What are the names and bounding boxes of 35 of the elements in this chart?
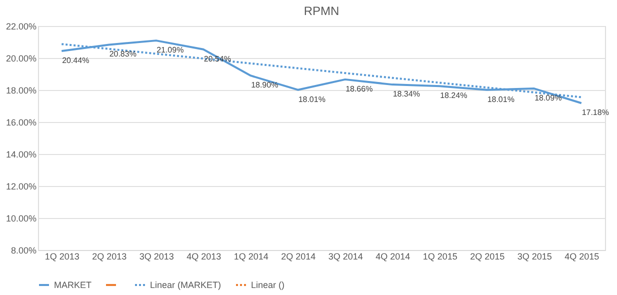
x-tick-label: 3Q 2013	[139, 252, 174, 262]
data-label: 18.24%	[440, 91, 468, 100]
legend-label: Linear ()	[251, 280, 285, 290]
y-tick-label: 10.00%	[6, 214, 36, 224]
x-tick-label: 1Q 2013	[44, 252, 80, 262]
x-tick-label: 4Q 2015	[564, 252, 600, 262]
x-tick-label: 2Q 2014	[281, 252, 316, 262]
legend-label: MARKET	[54, 280, 92, 290]
data-label: 18.34%	[392, 90, 420, 99]
data-label: 20.83%	[109, 50, 136, 59]
y-tick-label: 12.00%	[6, 182, 36, 192]
y-tick-label: 14.00%	[6, 150, 36, 160]
data-label: 18.90%	[251, 80, 278, 90]
data-label: 18.66%	[346, 84, 373, 94]
x-tick-label: 1Q 2014	[234, 252, 268, 262]
data-label: 18.01%	[298, 94, 326, 104]
data-label: 18.01%	[487, 94, 514, 104]
chart-title: RPMN	[304, 4, 340, 18]
x-tick-label: 3Q 2014	[328, 252, 363, 262]
y-tick-label: 20.00%	[6, 54, 36, 64]
y-tick-label: 8.00%	[10, 246, 36, 256]
x-tick-label: 3Q 2015	[517, 252, 552, 262]
x-tick-label: 1Q 2015	[422, 252, 458, 262]
x-tick-label: 2Q 2015	[470, 252, 505, 262]
x-tick-label: 4Q 2013	[186, 252, 222, 262]
data-label: 21.09%	[156, 46, 184, 55]
data-label: 17.18%	[582, 108, 609, 118]
x-tick-label: 2Q 2013	[92, 252, 127, 262]
data-label: 18.09%	[534, 94, 562, 103]
y-tick-label: 22.00%	[6, 22, 36, 32]
x-tick-label: 4Q 2014	[376, 252, 410, 262]
y-tick-label: 18.00%	[6, 86, 36, 96]
y-tick-label: 16.00%	[6, 118, 36, 128]
legend-label: Linear (MARKET)	[150, 280, 222, 290]
data-label: 20.44%	[62, 56, 90, 65]
